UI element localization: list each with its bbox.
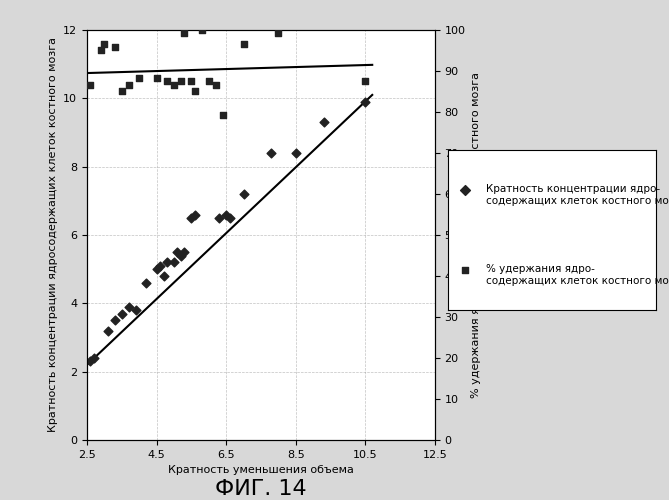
Point <box>96 46 106 54</box>
Point <box>85 80 96 88</box>
Point <box>155 262 165 270</box>
Point <box>116 88 127 96</box>
Point <box>162 77 173 85</box>
Point <box>273 30 284 38</box>
Point <box>123 80 134 88</box>
Point <box>186 77 197 85</box>
Point <box>238 40 249 48</box>
Point <box>238 190 249 198</box>
Y-axis label: % удержания ядросодержащих клеток костного мозга: % удержания ядросодержащих клеток костно… <box>471 72 481 398</box>
Point <box>123 302 134 310</box>
Point <box>158 272 169 280</box>
Point <box>203 77 214 85</box>
Point <box>102 326 113 334</box>
Point <box>169 258 179 266</box>
X-axis label: Кратность уменьшения объема: Кратность уменьшения объема <box>168 466 354 475</box>
Point <box>85 358 96 366</box>
Point <box>210 80 221 88</box>
Point <box>162 258 173 266</box>
Point <box>197 26 207 34</box>
Point <box>140 279 151 287</box>
Point <box>134 74 145 82</box>
Point <box>189 88 200 96</box>
Point <box>186 214 197 222</box>
Point <box>266 149 277 157</box>
Point <box>99 40 110 48</box>
Point <box>151 74 162 82</box>
Point <box>217 112 228 120</box>
Point <box>360 98 371 106</box>
Point <box>116 310 127 318</box>
Point <box>110 316 120 324</box>
Text: Кратность концентрации ядро-
содержащих клеток костного мозга: Кратность концентрации ядро- содержащих … <box>486 184 669 206</box>
Point <box>175 252 186 260</box>
Point <box>172 248 183 256</box>
Point <box>88 354 99 362</box>
Point <box>360 77 371 85</box>
Point <box>221 210 231 218</box>
Point <box>169 80 179 88</box>
Point <box>189 210 200 218</box>
Point <box>175 77 186 85</box>
Point <box>179 30 190 38</box>
Point <box>179 248 190 256</box>
Text: % удержания ядро-
содержащих клеток костного мозга: % удержания ядро- содержащих клеток кост… <box>486 264 669 285</box>
Point <box>110 43 120 51</box>
Y-axis label: Кратность концентрации ядросодержащих клеток костного мозга: Кратность концентрации ядросодержащих кл… <box>47 38 58 432</box>
Point <box>318 118 329 126</box>
Point <box>214 214 225 222</box>
Point <box>224 214 235 222</box>
Point <box>130 306 141 314</box>
Point <box>290 149 301 157</box>
Text: ФИГ. 14: ФИГ. 14 <box>215 479 306 499</box>
Point <box>151 265 162 273</box>
